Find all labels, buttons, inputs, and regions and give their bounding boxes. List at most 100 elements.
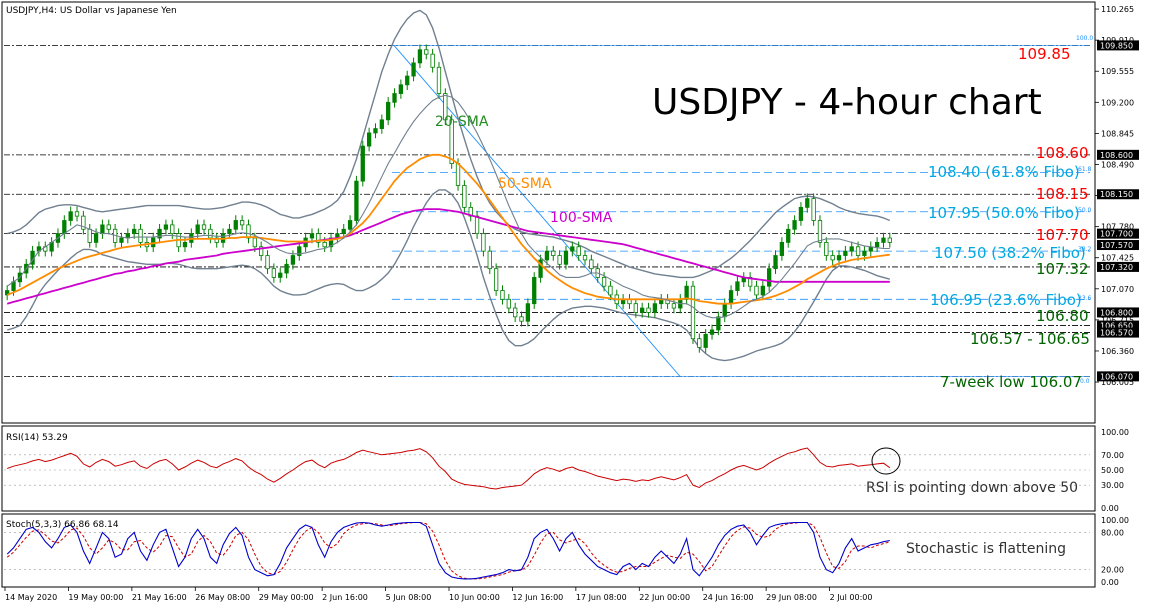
candle-bear <box>474 215 480 235</box>
level-106-57-label: 106.57 - 106.65 <box>970 330 1090 348</box>
candle-bull <box>570 246 575 252</box>
fibo-trend-line <box>393 45 681 377</box>
time-tick-label: 24 Jun 16:00 <box>703 593 754 602</box>
candle-bull <box>284 263 289 274</box>
candle-bear <box>817 220 823 243</box>
candle-bear <box>589 259 594 270</box>
candle-bear <box>246 224 251 239</box>
ma-layer <box>6 94 890 319</box>
candle-bear <box>87 228 92 243</box>
candle-bear <box>887 237 892 243</box>
candle-bear <box>493 268 499 291</box>
time-tick-label: 29 Jun 08:00 <box>766 593 817 602</box>
candle-bear <box>74 211 80 217</box>
candle-bear <box>811 198 816 221</box>
candle-bear <box>513 307 518 318</box>
level-106-95-label: 106.95 (23.6% Fibo) <box>930 291 1082 309</box>
time-tick-label: 12 Jun 16:00 <box>512 593 563 602</box>
candle-bull <box>652 303 658 313</box>
candle-bear <box>646 307 651 313</box>
candle-bull <box>735 281 740 291</box>
candle-bear <box>576 246 581 256</box>
stoch-main-line <box>6 521 890 580</box>
price-highlight-label: 106.650 <box>1100 322 1133 331</box>
candle-bear <box>170 224 175 235</box>
candle-bull <box>360 145 365 182</box>
candle-bull <box>163 224 169 230</box>
candle-bull <box>760 285 765 296</box>
candle-bear <box>259 246 264 256</box>
stoch-tick-label: 20.00 <box>1101 566 1124 575</box>
stoch-signal-line <box>6 522 890 580</box>
price-highlight-box <box>1097 261 1139 272</box>
candle-bear <box>824 241 829 256</box>
candle-bull <box>398 84 404 94</box>
price-highlight-label: 107.700 <box>1100 230 1133 239</box>
price-highlight-label: 107.570 <box>1100 241 1133 250</box>
candle-bull <box>386 101 391 121</box>
sma100-label: 100-SMA <box>550 210 613 226</box>
level-106-07-label: 7-week low 106.07 <box>940 373 1082 391</box>
candle-bull <box>563 250 569 265</box>
time-tick-label: 26 May 08:00 <box>195 593 250 602</box>
time-tick-label: 22 Jun 00:00 <box>639 593 690 602</box>
sma20-line <box>6 94 890 319</box>
rsi-line <box>7 447 891 490</box>
candle-bear <box>690 285 696 340</box>
price-tick-label: 109.200 <box>1101 98 1134 107</box>
sma50-label: 50-SMA <box>498 176 552 192</box>
sma100-line <box>6 208 890 305</box>
price-tick-label: 107.425 <box>1101 254 1134 263</box>
candle-bull <box>392 93 397 103</box>
candle-bull <box>881 237 886 243</box>
candle-bull <box>68 211 73 221</box>
candle-bull <box>100 224 105 235</box>
price-tick-label: 107.780 <box>1101 223 1134 232</box>
candle-bull <box>354 180 359 221</box>
candle-bull <box>843 250 848 256</box>
candle-bull <box>849 246 854 252</box>
candle-bear <box>519 316 524 322</box>
level-107-95-label: 107.95 (50.0% Fibo) <box>928 204 1080 222</box>
level-107-32-label: 107.32 <box>1036 260 1089 278</box>
candle-bull <box>366 132 372 147</box>
candle-bear <box>208 228 213 239</box>
time-tick-label: 2 Jul 00:00 <box>830 593 873 602</box>
fibo-50-marker: 50.0 <box>1078 207 1092 214</box>
candle-bear <box>551 250 556 256</box>
candle-bull <box>379 119 384 129</box>
big-title: USDJPY - 4-hour chart <box>652 82 1042 123</box>
time-tick-label: 17 Jun 08:00 <box>576 593 627 602</box>
candle-bull <box>341 228 346 235</box>
fibo-236-marker: 23.6 <box>1078 295 1092 302</box>
candle-bear <box>855 246 861 256</box>
candle-bull <box>836 255 842 261</box>
candle-bull <box>722 303 727 318</box>
price-tick-label: 106.715 <box>1101 316 1134 325</box>
candle-bear <box>271 268 277 278</box>
candle-bull <box>227 228 232 235</box>
axis-layer: 110.265109.910109.555109.200108.845108.4… <box>4 5 1139 602</box>
price-highlight-label: 109.850 <box>1100 41 1133 50</box>
candle-bear <box>455 163 461 186</box>
candle-bear <box>252 237 257 248</box>
price-highlight-box <box>1097 40 1139 51</box>
candle-bull <box>792 220 797 230</box>
price-highlight-label: 108.600 <box>1100 151 1133 160</box>
candle-bear <box>449 119 454 164</box>
candle-bear <box>557 255 562 265</box>
candle-bear <box>443 93 448 121</box>
price-tick-label: 108.490 <box>1101 160 1134 169</box>
price-highlight-box <box>1097 228 1139 239</box>
candle-bear <box>81 215 86 230</box>
candle-bull <box>703 333 708 348</box>
candle-bull <box>798 206 804 221</box>
price-highlight-label: 107.320 <box>1100 263 1133 272</box>
candle-bear <box>754 285 759 296</box>
rsi-note: RSI is pointing down above 50 <box>866 480 1078 496</box>
candle-bull <box>93 233 99 243</box>
candle-bull <box>874 241 880 248</box>
time-tick-label: 14 May 2020 <box>5 593 57 602</box>
candle-bear <box>201 224 207 230</box>
